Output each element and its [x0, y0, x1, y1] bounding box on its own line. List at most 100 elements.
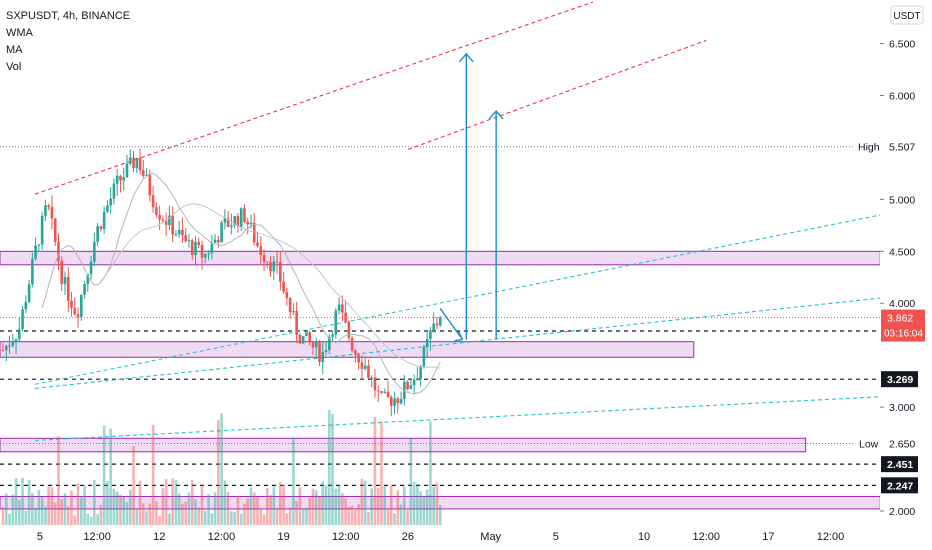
candle-body: [230, 225, 233, 227]
volume-bar: [272, 486, 276, 525]
candle-body: [341, 304, 344, 313]
volume-bar: [425, 489, 429, 525]
volume-bar: [96, 513, 99, 525]
last-price-tag: 3.862: [887, 313, 913, 325]
volume-bar: [344, 498, 347, 525]
projection-arrowhead-1: [488, 110, 504, 120]
candle-body: [337, 304, 341, 311]
candle-body: [409, 385, 413, 390]
time-axis: [0, 526, 932, 550]
last-price-tag-bg: [881, 309, 925, 342]
indicator-vol[interactable]: Vol: [6, 61, 22, 73]
volume-bar: [376, 487, 380, 525]
volume-bar: [230, 511, 233, 525]
indicator-wma[interactable]: WMA: [6, 27, 33, 39]
candle-body: [177, 229, 181, 235]
x-tick-label-5: 12:00: [332, 531, 360, 543]
volume-bar: [412, 482, 416, 525]
candle-body: [243, 208, 246, 222]
volume-bar: [279, 482, 282, 525]
support-tag-bg-1: [881, 371, 918, 388]
volume-bar: [80, 497, 83, 525]
projection-arrowhead-0: [458, 52, 474, 63]
volume-bar: [50, 487, 54, 525]
volume-bar: [275, 507, 279, 525]
candle-body: [321, 352, 325, 362]
volume-bar: [331, 413, 334, 525]
candle-body: [269, 262, 272, 272]
candle-body: [252, 222, 256, 243]
indicator-ma[interactable]: MA: [6, 44, 23, 56]
volume-bar: [429, 421, 432, 525]
volume-bar: [142, 503, 145, 525]
volume-bar: [102, 425, 106, 525]
volume-bar: [44, 506, 47, 525]
candle-body: [60, 260, 64, 284]
candle-body: [416, 379, 419, 381]
volume-bar: [86, 513, 90, 525]
volume-bar: [47, 486, 50, 525]
low-label-bg: [853, 435, 881, 452]
candle-body: [1, 349, 5, 351]
volume-bar: [128, 489, 132, 525]
volume-bar: [259, 508, 263, 525]
candle-body: [360, 362, 364, 369]
candle-body: [66, 277, 70, 301]
candle-body: [8, 345, 11, 347]
candle-body: [168, 215, 171, 226]
candle-layer: [1, 148, 442, 417]
candle-body: [324, 350, 328, 353]
candle-body: [122, 177, 126, 181]
volume-bar: [11, 494, 15, 525]
candle-body: [197, 241, 201, 246]
candle-body: [389, 396, 393, 406]
x-tick-label-2: 12: [153, 531, 165, 543]
candle-body: [367, 365, 370, 378]
volume-bar: [70, 490, 73, 525]
volume-bar: [341, 493, 344, 525]
currency-box[interactable]: [890, 5, 924, 25]
candle-body: [357, 354, 360, 363]
candle-body: [376, 390, 380, 392]
candle-body: [34, 245, 37, 259]
zone-1: [0, 341, 695, 358]
volume-bar: [314, 490, 318, 525]
volume-bar: [37, 489, 41, 525]
candle-body: [422, 346, 426, 367]
candle-body: [226, 218, 230, 227]
candle-body: [311, 342, 315, 348]
volume-bar: [132, 446, 135, 525]
support-tag-1: 3.269: [887, 374, 913, 386]
volume-bar: [8, 513, 11, 525]
volume-bar: [213, 492, 217, 525]
candle-body: [151, 195, 155, 208]
volume-bar: [334, 488, 338, 525]
volume-bar: [321, 481, 325, 525]
projection-arrowhead-2a: [454, 338, 463, 342]
candle-body: [194, 241, 197, 255]
candle-body: [396, 398, 400, 404]
volume-bar: [1, 507, 5, 525]
candle-body: [383, 391, 387, 393]
volume-bar: [145, 510, 148, 525]
volume-bar: [432, 486, 435, 525]
zone-layer: [0, 250, 881, 510]
candle-body: [393, 398, 396, 406]
volume-bar: [406, 509, 409, 525]
volume-bar: [354, 509, 357, 525]
candle-body: [4, 345, 8, 351]
candle-body: [70, 300, 73, 308]
candle-body: [14, 339, 18, 343]
volume-bar: [422, 496, 426, 525]
volume-layer: [1, 410, 442, 525]
trendline-3: [34, 297, 881, 389]
candle-body: [99, 226, 103, 230]
candle-body: [285, 291, 289, 299]
volume-bar: [93, 479, 96, 525]
symbol-title: SXPUSDT, 4h, BINANCE: [6, 10, 131, 22]
candle-body: [262, 255, 266, 262]
volume-bar: [164, 479, 168, 525]
candle-body: [223, 218, 227, 223]
